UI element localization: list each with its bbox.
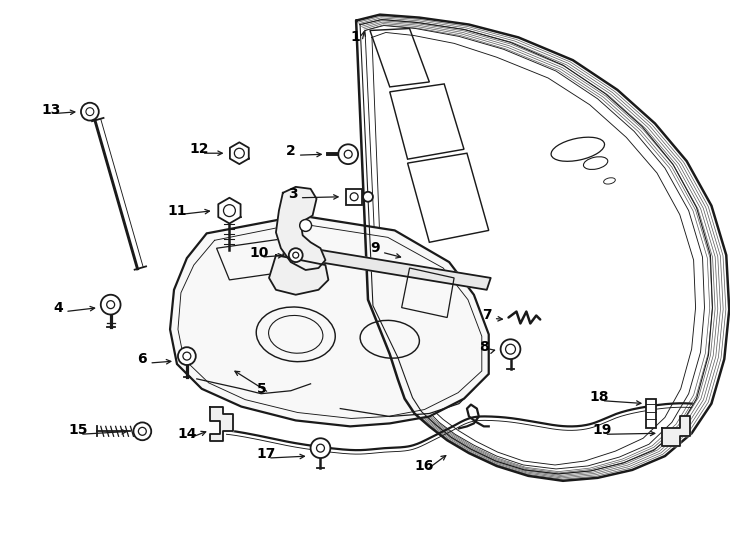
Text: 3: 3 bbox=[288, 187, 297, 201]
Circle shape bbox=[338, 144, 358, 164]
Text: 17: 17 bbox=[256, 447, 275, 461]
Text: 18: 18 bbox=[589, 390, 609, 404]
Circle shape bbox=[101, 295, 120, 314]
Circle shape bbox=[299, 220, 311, 232]
Polygon shape bbox=[646, 399, 656, 428]
Text: 11: 11 bbox=[167, 204, 186, 218]
Circle shape bbox=[363, 192, 373, 202]
Text: 1: 1 bbox=[350, 30, 360, 44]
Circle shape bbox=[288, 248, 302, 262]
Polygon shape bbox=[283, 244, 491, 290]
Text: 9: 9 bbox=[370, 241, 379, 255]
Text: 8: 8 bbox=[479, 340, 489, 354]
Text: 16: 16 bbox=[415, 459, 434, 473]
Circle shape bbox=[134, 422, 151, 440]
Text: 4: 4 bbox=[54, 301, 63, 315]
Polygon shape bbox=[230, 143, 249, 164]
Polygon shape bbox=[269, 255, 328, 295]
Text: 12: 12 bbox=[190, 142, 209, 156]
Text: 5: 5 bbox=[257, 382, 267, 396]
Polygon shape bbox=[276, 187, 325, 270]
Polygon shape bbox=[346, 189, 362, 205]
Circle shape bbox=[501, 339, 520, 359]
Polygon shape bbox=[170, 215, 489, 427]
Text: 6: 6 bbox=[137, 352, 147, 366]
Text: 13: 13 bbox=[41, 103, 61, 117]
Polygon shape bbox=[218, 198, 241, 224]
Text: 2: 2 bbox=[286, 144, 296, 158]
Text: 15: 15 bbox=[68, 423, 87, 437]
Text: 10: 10 bbox=[250, 246, 269, 260]
Circle shape bbox=[310, 438, 330, 458]
Circle shape bbox=[178, 347, 196, 365]
Text: 7: 7 bbox=[482, 308, 492, 321]
Circle shape bbox=[81, 103, 99, 120]
Polygon shape bbox=[210, 407, 233, 441]
Text: 19: 19 bbox=[592, 423, 612, 437]
Text: 14: 14 bbox=[177, 427, 197, 441]
Polygon shape bbox=[662, 416, 690, 446]
